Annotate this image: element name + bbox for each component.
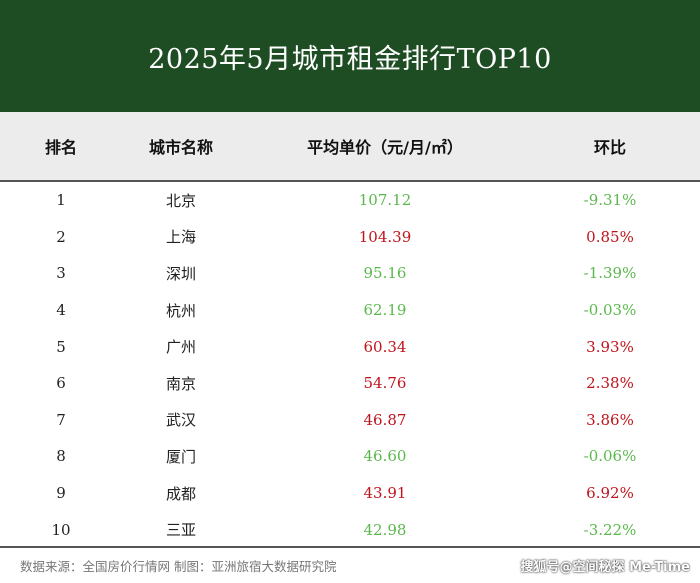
mom-cell: 2.38% xyxy=(586,374,634,393)
rank-cell: 8 xyxy=(56,447,66,466)
city-cell: 成都 xyxy=(165,484,196,503)
price-cell: 107.12 xyxy=(358,191,412,210)
price-cell: 104.39 xyxy=(358,227,412,246)
table-row: 2 上海 104.39 0.85% xyxy=(0,219,700,256)
price-cell: 95.16 xyxy=(363,264,407,283)
price-cell: 60.34 xyxy=(363,337,407,356)
price-cell: 42.98 xyxy=(363,520,407,539)
city-cell: 南京 xyxy=(165,374,196,393)
header-mom: 环比 xyxy=(593,138,626,157)
price-cell: 43.91 xyxy=(363,484,407,503)
table-row: 10 三亚 42.98 -3.22% xyxy=(0,511,700,548)
header-price: 平均单价（元/月/㎡） xyxy=(307,138,463,157)
rank-cell: 4 xyxy=(56,301,66,320)
header-rank: 排名 xyxy=(44,138,77,157)
table-row: 6 南京 54.76 2.38% xyxy=(0,365,700,402)
table-bottom-rule xyxy=(0,546,700,548)
rank-cell: 6 xyxy=(56,374,66,393)
table-row: 1 北京 107.12 -9.31% xyxy=(0,182,700,219)
chart-title: 2025年5月城市租金排行TOP10 xyxy=(148,43,552,75)
mom-cell: 0.85% xyxy=(586,227,634,246)
mom-cell: 6.92% xyxy=(586,484,634,503)
price-cell: 54.76 xyxy=(363,374,407,393)
watermark: 搜狐号@空间秘探 Me-Time xyxy=(520,559,690,575)
rank-cell: 5 xyxy=(56,337,66,356)
mom-cell: -0.03% xyxy=(583,301,637,320)
city-cell: 武汉 xyxy=(165,411,196,430)
rank-cell: 3 xyxy=(56,264,66,283)
mom-cell: -3.22% xyxy=(583,520,637,539)
rank-cell: 2 xyxy=(56,227,66,246)
table-header: 排名 城市名称 平均单价（元/月/㎡） 环比 xyxy=(0,112,700,182)
table-row: 8 厦门 46.60 -0.06% xyxy=(0,438,700,475)
city-cell: 三亚 xyxy=(165,521,196,540)
rank-cell: 9 xyxy=(56,484,66,503)
mom-cell: 3.93% xyxy=(586,337,634,356)
city-cell: 北京 xyxy=(165,191,196,210)
mom-cell: -9.31% xyxy=(583,191,637,210)
city-cell: 杭州 xyxy=(165,301,196,320)
table-row: 7 武汉 46.87 3.86% xyxy=(0,402,700,439)
city-cell: 厦门 xyxy=(165,447,196,466)
table-row: 3 深圳 95.16 -1.39% xyxy=(0,255,700,292)
mom-cell: 3.86% xyxy=(586,410,634,429)
table-row: 9 成都 43.91 6.92% xyxy=(0,475,700,512)
title-banner: 2025年5月城市租金排行TOP10 xyxy=(0,0,700,112)
price-cell: 46.87 xyxy=(363,410,407,429)
mom-cell: -1.39% xyxy=(583,264,637,283)
rank-cell: 10 xyxy=(51,520,71,539)
mom-cell: -0.06% xyxy=(583,447,637,466)
city-cell: 上海 xyxy=(165,228,196,247)
price-cell: 62.19 xyxy=(363,301,407,320)
rank-cell: 1 xyxy=(56,191,66,210)
source-note: 数据来源：全国房价行情网 制图：亚洲旅宿大数据研究院 xyxy=(20,558,337,574)
city-cell: 深圳 xyxy=(165,264,196,283)
table-row: 5 广州 60.34 3.93% xyxy=(0,328,700,365)
rank-cell: 7 xyxy=(56,410,66,429)
city-cell: 广州 xyxy=(165,338,196,357)
table-row: 4 杭州 62.19 -0.03% xyxy=(0,292,700,329)
table-body: 1 北京 107.12 -9.31% 2 上海 104.39 0.85% 3 深圳 95.16 -1.… xyxy=(0,182,700,548)
header-city: 城市名称 xyxy=(148,138,213,157)
price-cell: 46.60 xyxy=(363,447,407,466)
